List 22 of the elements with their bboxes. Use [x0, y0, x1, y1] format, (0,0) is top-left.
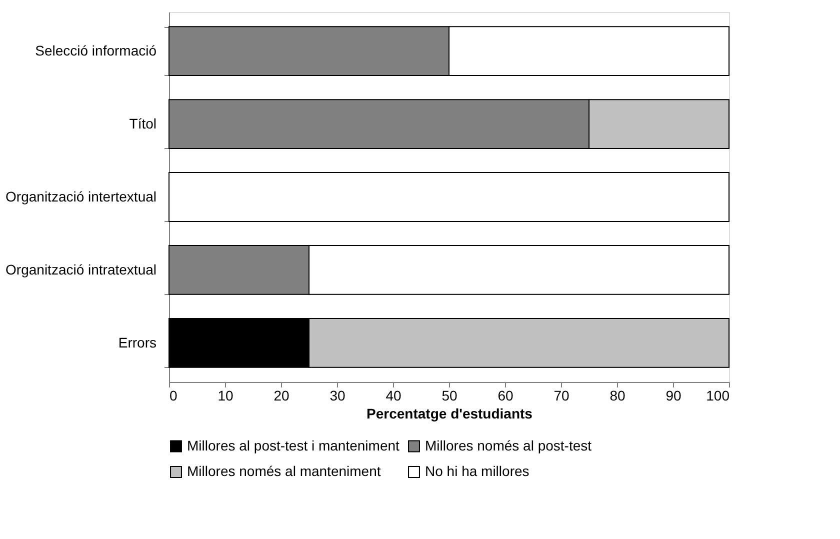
x-tick-label: 90	[666, 388, 682, 404]
x-tick-label: 70	[554, 388, 570, 404]
y-tick-label: Títol	[129, 116, 156, 132]
x-tick-label: 40	[386, 388, 402, 404]
x-tick-label: 30	[330, 388, 346, 404]
x-tick-label: 60	[498, 388, 514, 404]
bar	[168, 172, 730, 222]
x-tick-label: 0	[170, 388, 178, 404]
y-tick-label: Organització intertextual	[6, 188, 156, 204]
y-tick-label: Organització intratextual	[6, 261, 156, 278]
legend-label: Millores només al post-test	[425, 437, 592, 454]
x-tick-label: 50	[442, 388, 458, 404]
y-tick-label: Selecció informació	[35, 42, 157, 59]
y-tick-label: Errors	[118, 334, 156, 350]
x-axis-title: Percentatge d'estudiants	[366, 406, 533, 422]
legend-label: No hi ha millores	[425, 463, 530, 479]
x-tick-label: 100	[706, 388, 730, 404]
x-tick-label: 10	[218, 388, 234, 404]
x-tick-label: 20	[274, 388, 290, 404]
x-tick-label: 80	[610, 388, 626, 404]
legend-label: Millores només al manteniment	[187, 463, 381, 479]
legend-label: Millores al post-test i manteniment	[187, 437, 400, 454]
